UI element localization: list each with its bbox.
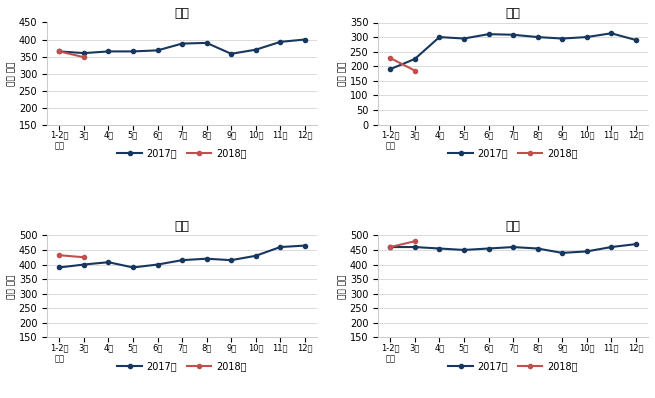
2017年	[80, 51, 88, 55]
2017年	[583, 249, 591, 254]
Line: 2017年: 2017年	[388, 31, 638, 71]
Y-axis label: 折煤 亿元: 折煤 亿元	[7, 61, 16, 86]
2017年	[154, 48, 162, 53]
Legend: 2017年, 2018年: 2017年, 2018年	[113, 145, 251, 162]
2017年	[154, 262, 162, 267]
2017年	[386, 245, 394, 250]
2017年	[558, 36, 566, 41]
2018年	[411, 239, 419, 244]
2017年	[460, 36, 468, 41]
2018年	[386, 245, 394, 250]
2017年	[129, 265, 137, 270]
2017年	[436, 35, 443, 39]
2017年	[558, 250, 566, 255]
2017年	[583, 35, 591, 39]
2017年	[276, 39, 284, 44]
2017年	[56, 265, 64, 270]
2017年	[411, 245, 419, 250]
Title: 黑色: 黑色	[175, 220, 189, 233]
2017年	[129, 49, 137, 54]
2017年	[509, 245, 517, 250]
Legend: 2017年, 2018年: 2017年, 2018年	[445, 358, 582, 375]
2017年	[485, 32, 493, 37]
2017年	[252, 254, 259, 258]
2017年	[301, 37, 309, 42]
Line: 2018年: 2018年	[388, 56, 417, 73]
2017年	[227, 51, 235, 56]
Y-axis label: 折煤 亿元: 折煤 亿元	[7, 274, 16, 298]
2017年	[534, 35, 542, 39]
Line: 2017年: 2017年	[388, 242, 638, 255]
2017年	[607, 245, 615, 250]
2017年	[460, 248, 468, 252]
Y-axis label: 折煤 亿元: 折煤 亿元	[338, 61, 347, 86]
2017年	[105, 260, 113, 265]
2017年	[80, 262, 88, 267]
2018年	[56, 253, 64, 258]
2017年	[178, 41, 186, 46]
Line: 2017年: 2017年	[57, 244, 307, 269]
Legend: 2017年, 2018年: 2017年, 2018年	[445, 145, 582, 162]
2017年	[301, 243, 309, 248]
2017年	[509, 32, 517, 37]
2018年	[56, 49, 64, 54]
2018年	[411, 68, 419, 73]
Y-axis label: 折煤 亿元: 折煤 亿元	[338, 274, 347, 298]
2017年	[607, 31, 615, 36]
Line: 2018年: 2018年	[57, 49, 86, 59]
2017年	[178, 258, 186, 263]
2018年	[80, 55, 88, 60]
Line: 2018年: 2018年	[388, 239, 417, 249]
2017年	[56, 49, 64, 54]
Legend: 2017年, 2018年: 2017年, 2018年	[113, 358, 251, 375]
2017年	[252, 47, 259, 52]
2018年	[80, 255, 88, 259]
2017年	[202, 41, 210, 45]
2017年	[227, 258, 235, 263]
2017年	[202, 256, 210, 261]
2018年	[386, 56, 394, 60]
2017年	[411, 57, 419, 61]
Title: 有色: 有色	[506, 220, 521, 233]
2017年	[632, 37, 640, 42]
2017年	[534, 246, 542, 251]
Title: 建材: 建材	[506, 7, 521, 20]
2017年	[105, 49, 113, 54]
Title: 化工: 化工	[175, 7, 189, 20]
2017年	[485, 246, 493, 251]
2017年	[436, 246, 443, 251]
Line: 2017年: 2017年	[57, 37, 307, 56]
2017年	[276, 245, 284, 250]
Line: 2018年: 2018年	[57, 253, 86, 259]
2017年	[632, 242, 640, 246]
2017年	[386, 67, 394, 72]
